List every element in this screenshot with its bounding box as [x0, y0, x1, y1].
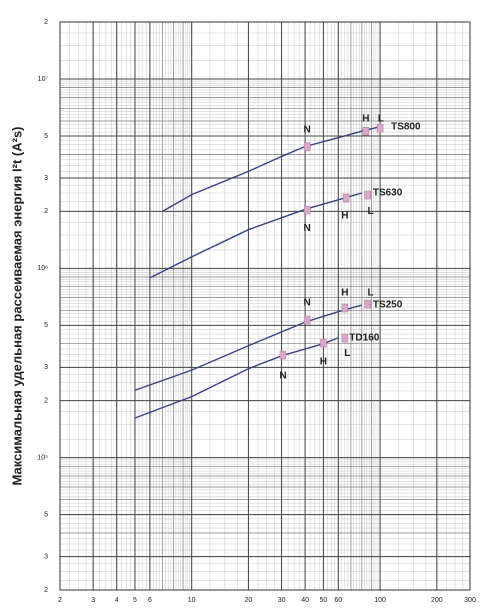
y-tick-label: 3	[44, 554, 48, 561]
annotation: L	[344, 348, 350, 359]
point-marker	[341, 303, 349, 313]
series-label: TS630	[373, 188, 403, 199]
annotation: L	[378, 114, 384, 125]
x-tick-label: 20	[245, 597, 253, 604]
annotation: L	[368, 288, 374, 299]
annotation: H	[362, 114, 369, 125]
y-axis-label: Максимальная удельная рассеиваемая энерг…	[9, 126, 24, 485]
annotation: L	[368, 206, 374, 217]
y-tick-label: 5	[44, 512, 48, 519]
x-tick-label: 10	[188, 597, 196, 604]
x-tick-label: 2	[58, 597, 62, 604]
x-tick-label: 5	[133, 597, 137, 604]
point-marker	[303, 142, 311, 151]
y-tick-label: 2	[44, 398, 48, 405]
series-line	[162, 125, 381, 212]
point-marker	[341, 333, 349, 343]
point-marker	[303, 315, 311, 325]
x-tick-label: 300	[464, 597, 476, 604]
annotation: N	[304, 124, 311, 135]
annotation: N	[279, 371, 286, 382]
point-marker	[376, 123, 384, 133]
series-label: TS800	[391, 121, 421, 132]
x-tick-label: 100	[374, 597, 386, 604]
y-tick-label: 5	[44, 322, 48, 329]
y-tick-label: 5	[44, 133, 48, 140]
x-tick-label: 40	[301, 597, 309, 604]
x-tick-label: 4	[115, 597, 119, 604]
y-tick-label: 2	[44, 19, 48, 26]
series-label: TS250	[373, 300, 403, 311]
annotation: N	[304, 298, 311, 309]
annotation: H	[341, 288, 348, 299]
x-tick-label: 6	[148, 597, 152, 604]
point-marker	[362, 126, 370, 136]
plot-frame	[59, 21, 471, 591]
y-tick-label: 2	[44, 587, 48, 594]
annotation: H	[341, 211, 348, 222]
x-tick-label: 50	[319, 597, 327, 604]
point-marker	[342, 193, 350, 203]
x-tick-label: 30	[278, 597, 286, 604]
x-tick-label: 200	[431, 597, 443, 604]
y-tick-label: 10⁵	[37, 455, 48, 462]
series-label: TD160	[349, 332, 379, 343]
point-marker	[320, 338, 327, 348]
y-tick-label: 10⁷	[38, 76, 49, 83]
y-tick-label: 3	[44, 175, 48, 182]
annotation: H	[320, 357, 327, 368]
x-tick-label: 60	[334, 597, 342, 604]
y-tick-label: 3	[44, 364, 48, 371]
point-marker	[364, 190, 372, 200]
point-marker	[303, 205, 311, 215]
series-line	[149, 192, 363, 279]
point-marker	[364, 299, 372, 309]
annotation: N	[304, 223, 311, 234]
y-tick-label: 2	[44, 208, 48, 215]
x-tick-label: 3	[91, 597, 95, 604]
point-marker	[279, 350, 287, 360]
y-tick-label: 10⁶	[37, 265, 48, 272]
